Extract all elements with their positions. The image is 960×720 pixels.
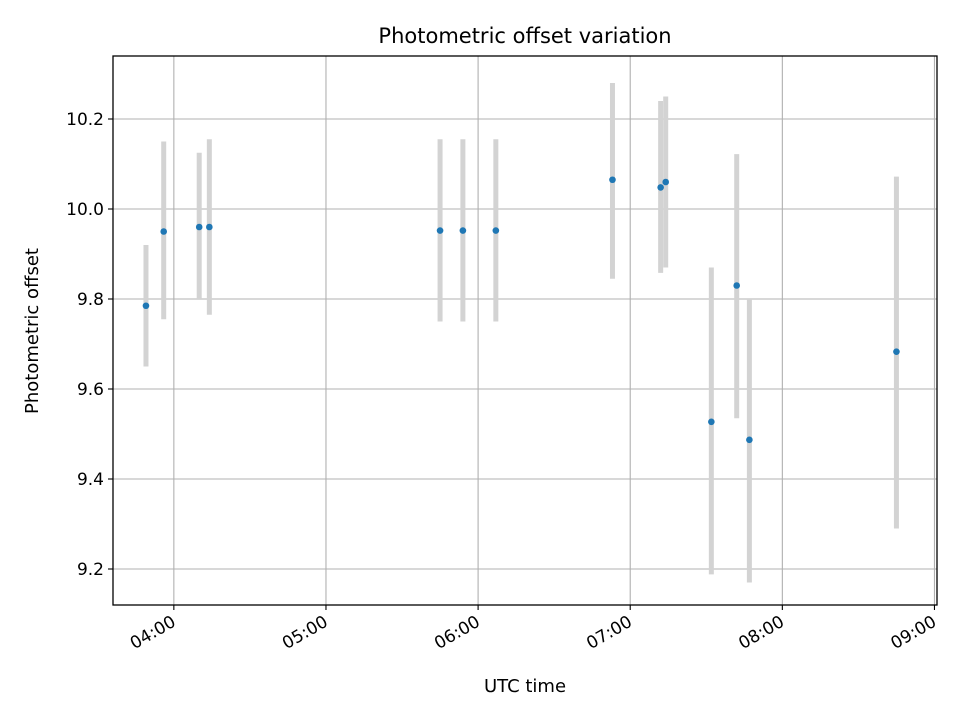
y-tick-label: 10.2 [66,110,104,130]
data-point [733,282,741,289]
x-tick-label: 08:00 [735,612,787,654]
x-tick-label: 04:00 [127,612,179,654]
y-axis-ticks: 9.2 9.4 9.6 9.8 10.0 10.2 [66,110,113,580]
data-point [746,436,753,444]
x-tick-label: 05:00 [279,612,331,654]
x-axis-label: UTC time [484,676,566,697]
y-tick-label: 9.2 [77,560,104,580]
y-tick-label: 9.8 [77,290,104,310]
y-tick-label: 9.4 [77,470,104,490]
grid [113,56,937,605]
data-point [436,227,444,234]
data-point [708,418,715,426]
x-tick-label: 07:00 [583,612,635,654]
x-tick-label: 09:00 [888,612,940,654]
data-point [206,223,213,231]
data-point [492,227,500,234]
data-point [142,302,150,310]
plot-frame [112,55,938,606]
y-tick-label: 10.0 [66,200,104,220]
data-points [142,176,900,444]
x-tick-label: 06:00 [431,612,483,654]
y-tick-label: 9.6 [77,380,104,400]
data-point [609,176,616,184]
data-point [195,223,203,231]
data-point [662,178,670,186]
data-point [893,348,900,355]
error-bars [143,83,899,583]
data-point [459,227,467,234]
chart-title: Photometric offset variation [378,24,671,48]
data-point [160,228,168,235]
x-axis-ticks: 04:00 05:00 06:00 07:00 08:00 09:00 [127,605,940,654]
y-axis-label: Photometric offset [22,248,43,414]
data-point [657,184,664,191]
